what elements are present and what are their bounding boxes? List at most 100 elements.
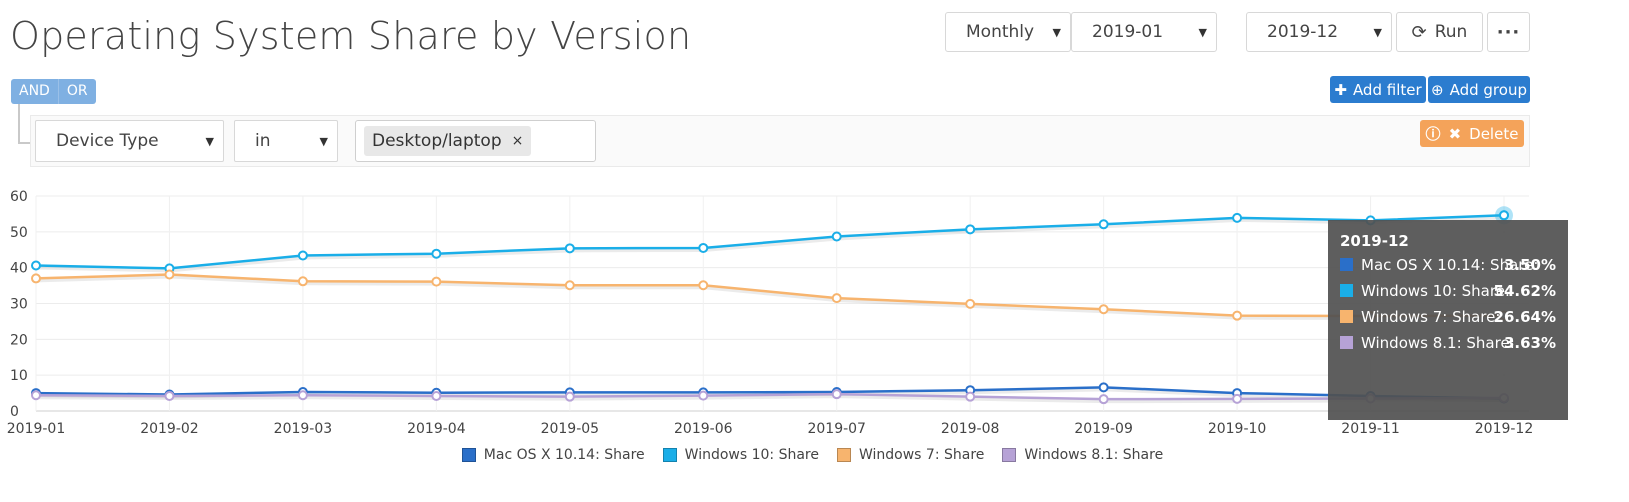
x-tick-label: 2019-01 [7,421,66,437]
x-tick-label: 2019-05 [541,421,600,437]
chevron-down-icon: ▼ [1198,26,1207,39]
data-point [831,293,842,304]
chart-tooltip: 2019-12 Mac OS X 10.14: Share: 3.50% Windo… [1328,220,1568,420]
line-chart: 0 10 20 30 40 50 60 2019-01 2019-02 2019-03 2019-0… [7,189,1534,437]
legend-item[interactable]: Windows 7: Share [836,447,988,463]
info-icon: ⓘ [1425,125,1441,143]
period-select[interactable]: Monthly ▼ [945,12,1071,52]
from-date-select[interactable]: 2019-01 ▼ [1071,12,1217,52]
legend-item[interactable]: Windows 10: Share [662,447,823,463]
run-label: Run [1434,22,1468,42]
series-line [35,273,1505,318]
data-point [431,248,442,259]
close-icon: ✖ [1448,124,1462,143]
chevron-down-icon: ▼ [205,135,214,148]
tooltip-row: Windows 8.1: Share: 3.63% [1340,332,1556,354]
more-button[interactable]: ··· [1487,12,1530,52]
page-title: Operating System Share by Version [10,14,692,58]
value-input[interactable]: Desktop/laptop × [355,120,596,162]
x-tick-label: 2019-11 [1341,421,1400,437]
legend-label: Windows 8.1: Share [1024,447,1164,463]
tooltip-row: Windows 7: Share: 26.64% [1340,306,1556,328]
field-select[interactable]: Device Type ▼ [35,120,224,162]
y-tick-label: 40 [10,261,28,277]
y-tick-label: 20 [10,332,28,348]
legend-swatch [836,448,851,462]
period-value: Monthly [966,22,1035,42]
data-point [164,390,175,401]
data-point [431,276,442,287]
tooltip-value: 3.63% [1503,334,1556,352]
data-point [1098,219,1109,230]
legend-item[interactable]: Mac OS X 10.14: Share [461,447,649,463]
tooltip-label: Windows 10: Share: [1361,282,1510,300]
data-point [1098,304,1109,315]
logic-toggle: AND OR [11,79,96,104]
operator-select[interactable]: in ▼ [234,120,338,162]
series-shadow [36,215,1506,273]
x-tick-label: 2019-10 [1208,421,1267,437]
legend-swatch [1002,448,1017,462]
plus-icon: ✚ [1334,80,1347,99]
tooltip-swatch [1340,258,1353,271]
legend-label: Windows 7: Share [858,447,985,463]
add-group-label: Add group [1449,80,1527,99]
field-value: Device Type [56,131,159,151]
legend-swatch [461,448,476,462]
remove-tag-icon[interactable]: × [511,133,524,149]
data-point [831,389,842,400]
tooltip-swatch [1340,310,1353,323]
group-connector [18,104,34,144]
data-point [1232,310,1243,321]
y-tick-label: 0 [10,404,19,420]
hover-point [1499,210,1509,221]
data-point [431,390,442,401]
or-button[interactable]: OR [58,79,96,104]
run-button[interactable]: ⟳ Run [1396,12,1483,52]
data-point [965,391,976,402]
tooltip-value: 3.50% [1503,256,1556,274]
chevron-down-icon: ▼ [1373,26,1382,39]
delete-label: Delete [1469,124,1519,143]
data-point [965,224,976,235]
y-tick-label: 10 [10,368,28,384]
chevron-down-icon: ▼ [1052,26,1061,39]
value-tag-label: Desktop/laptop [372,131,502,151]
add-filter-button[interactable]: ✚ Add filter [1330,76,1426,103]
data-point [164,269,175,280]
y-tick-label: 60 [10,189,28,205]
legend-label: Mac OS X 10.14: Share [483,447,645,463]
chevron-down-icon: ▼ [319,135,328,148]
tooltip-label: Mac OS X 10.14: Share: [1361,256,1539,274]
data-point [31,273,41,284]
data-point [31,390,41,401]
data-point [297,390,308,401]
data-point [1232,393,1243,404]
data-point [564,391,575,402]
series-shadow [36,274,1506,321]
ellipsis-icon: ··· [1496,21,1521,43]
tooltip-row: Mac OS X 10.14: Share: 3.50% [1340,254,1556,276]
tooltip-row: Windows 10: Share: 54.62% [1340,280,1556,302]
x-tick-label: 2019-02 [140,421,199,437]
delete-rule-button[interactable]: ⓘ ✖ Delete [1420,120,1524,147]
x-tick-label: 2019-03 [274,421,333,437]
tooltip-value: 54.62% [1493,282,1556,300]
legend-item[interactable]: Windows 8.1: Share [1002,447,1167,463]
data-point [965,298,976,309]
refresh-icon: ⟳ [1411,21,1427,43]
data-point [564,280,575,291]
series-line [35,392,1505,401]
and-button[interactable]: AND [11,79,59,104]
series-line [35,386,1505,400]
series-shadow [36,394,1506,404]
legend-label: Windows 10: Share [684,447,819,463]
to-date-select[interactable]: 2019-12 ▼ [1246,12,1392,52]
data-point [698,280,709,291]
series-line [35,214,1505,270]
add-group-button[interactable]: ⊕ Add group [1428,76,1530,103]
tooltip-title: 2019-12 [1340,232,1409,250]
data-point [1098,382,1109,393]
data-point [31,260,41,271]
tooltip-swatch [1340,336,1353,349]
